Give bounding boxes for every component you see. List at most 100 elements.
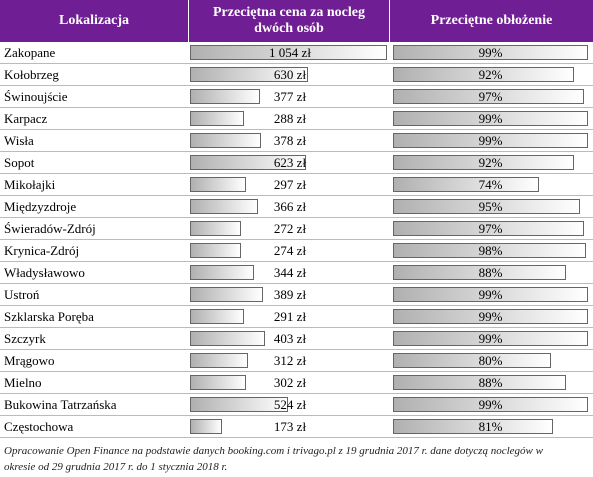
occupancy: 99%: [478, 45, 503, 60]
occupancy-bar: [393, 67, 575, 82]
price: 403 zł: [273, 331, 307, 346]
price: 389 zł: [273, 287, 307, 302]
occupancy: 88%: [478, 265, 503, 280]
price-bar: [190, 45, 387, 60]
price-bar: [190, 375, 247, 390]
occupancy: 99%: [478, 397, 503, 412]
occupancy: 95%: [478, 199, 503, 214]
price-bar: [190, 287, 263, 302]
location: Ustroń: [4, 287, 40, 302]
price: 378 zł: [273, 133, 307, 148]
location: Karpacz: [4, 111, 48, 126]
occupancy-bar: [393, 133, 588, 148]
location: Bukowina Tatrzańska: [4, 397, 117, 412]
occupancy-bar: [393, 397, 588, 412]
price: 630 zł: [273, 67, 307, 82]
location: Świnoujście: [4, 89, 68, 104]
table-row: Ustroń 389 zł 99%: [0, 284, 593, 306]
price-bar: [190, 67, 308, 82]
price-bar: [190, 397, 288, 412]
occupancy: 92%: [478, 67, 503, 82]
occupancy: 97%: [478, 89, 503, 104]
table-row: Mielno 302 zł 88%: [0, 372, 593, 394]
occupancy: 74%: [478, 177, 503, 192]
table-row: Szklarska Poręba 291 zł 99%: [0, 306, 593, 328]
header-cell: Lokalizacja: [0, 0, 188, 42]
occupancy: 80%: [478, 353, 503, 368]
location: Międzyzdroje: [4, 199, 77, 214]
occupancy-bar: [393, 265, 567, 280]
location: Władysławowo: [4, 265, 85, 280]
table-row: Karpacz 288 zł 99%: [0, 108, 593, 130]
occupancy-bar: [393, 199, 581, 214]
price: 377 zł: [273, 89, 307, 104]
location: Częstochowa: [4, 419, 74, 434]
price-bar: [190, 89, 261, 104]
price: 524 zł: [273, 397, 307, 412]
price-bar: [190, 133, 261, 148]
price: 302 zł: [273, 375, 307, 390]
occupancy-bar: [393, 111, 588, 126]
price: 274 zł: [273, 243, 307, 258]
occupancy-bar: [393, 375, 567, 390]
table-row: Kołobrzeg 630 zł 92%: [0, 64, 593, 86]
price: 291 zł: [273, 309, 307, 324]
price: 297 zł: [273, 177, 307, 192]
table-row: Zakopane 1 054 zł 99%: [0, 42, 593, 64]
price-bar: [190, 353, 249, 368]
price: 312 zł: [273, 353, 307, 368]
location: Zakopane: [4, 45, 56, 60]
price-bar: [190, 331, 266, 346]
table-row: Częstochowa 173 zł 81%: [0, 416, 593, 438]
table-row: Władysławowo 344 zł 88%: [0, 262, 593, 284]
table-row: Krynica-Zdrój 274 zł 98%: [0, 240, 593, 262]
occupancy-bar: [393, 243, 587, 258]
location: Szklarska Poręba: [4, 309, 94, 324]
occupancy-bar: [393, 45, 588, 60]
occupancy-bar: [393, 177, 539, 192]
price: 344 zł: [273, 265, 307, 280]
occupancy: 98%: [478, 243, 503, 258]
occupancy: 99%: [478, 309, 503, 324]
occupancy: 81%: [478, 419, 503, 434]
location: Świeradów-Zdrój: [4, 221, 96, 236]
price-bar: [190, 419, 223, 434]
table-row: Szczyrk 403 zł 99%: [0, 328, 593, 350]
price: 623 zł: [273, 155, 307, 170]
occupancy-bar: [393, 287, 588, 302]
footnote: Opracowanie Open Finance na podstawie da…: [4, 445, 543, 473]
price: 1 054 zł: [269, 45, 311, 60]
occupancy-bar: [393, 353, 551, 368]
price-bar: [190, 199, 259, 214]
table-row: Świnoujście 377 zł 97%: [0, 86, 593, 108]
location: Wisła: [4, 133, 34, 148]
price-bar: [190, 221, 241, 236]
table-row: Mrągowo 312 zł 80%: [0, 350, 593, 372]
occupancy-bar: [393, 155, 575, 170]
price: 288 zł: [273, 111, 307, 126]
occupancy: 88%: [478, 375, 503, 390]
header-cell: Przeciętne obłożenie: [390, 0, 593, 42]
price: 272 zł: [273, 221, 307, 236]
occupancy: 92%: [478, 155, 503, 170]
price-bar: [190, 111, 244, 126]
table-row: Mikołajki 297 zł 74%: [0, 174, 593, 196]
location: Kołobrzeg: [4, 67, 59, 82]
location: Mrągowo: [4, 353, 55, 368]
price: 366 zł: [273, 199, 307, 214]
location: Krynica-Zdrój: [4, 243, 80, 258]
price-bar: [190, 177, 246, 192]
occupancy: 99%: [478, 287, 503, 302]
price-bar: [190, 265, 255, 280]
table-row: Wisła 378 zł 99%: [0, 130, 593, 152]
price: 173 zł: [273, 419, 307, 434]
location: Mikołajki: [4, 177, 56, 192]
price-bar: [190, 155, 307, 170]
occupancy-bar: [393, 221, 585, 236]
table-row: Bukowina Tatrzańska 524 zł 99%: [0, 394, 593, 416]
occupancy: 99%: [478, 111, 503, 126]
header-cell: Przeciętna cena za nocleg dwóch osób: [189, 0, 389, 42]
table-row: Świeradów-Zdrój 272 zł 97%: [0, 218, 593, 240]
table-row: Sopot 623 zł 92%: [0, 152, 593, 174]
